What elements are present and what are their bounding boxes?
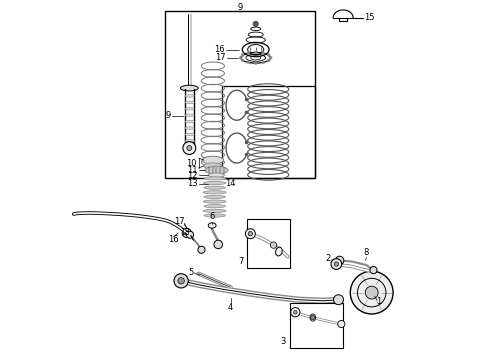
Ellipse shape	[203, 181, 226, 185]
Circle shape	[254, 62, 257, 64]
Ellipse shape	[185, 114, 195, 117]
Circle shape	[311, 315, 315, 320]
Text: 16: 16	[168, 235, 179, 244]
Circle shape	[331, 259, 342, 269]
Circle shape	[241, 54, 244, 57]
Ellipse shape	[204, 177, 225, 180]
Ellipse shape	[205, 166, 228, 174]
Circle shape	[365, 286, 378, 299]
Text: 3: 3	[281, 337, 286, 346]
Text: 15: 15	[364, 13, 374, 22]
Circle shape	[247, 61, 249, 64]
Text: 13: 13	[187, 179, 197, 188]
Ellipse shape	[310, 314, 316, 321]
Circle shape	[185, 231, 189, 235]
Ellipse shape	[208, 223, 216, 228]
Circle shape	[262, 52, 265, 55]
Circle shape	[334, 295, 343, 305]
Circle shape	[270, 242, 277, 248]
Circle shape	[262, 61, 265, 64]
Ellipse shape	[204, 204, 225, 208]
Ellipse shape	[204, 214, 225, 217]
Circle shape	[270, 56, 272, 59]
Text: 10: 10	[186, 158, 197, 167]
Circle shape	[187, 231, 194, 238]
Circle shape	[253, 21, 258, 26]
Text: 8: 8	[364, 248, 369, 257]
Circle shape	[334, 262, 339, 266]
Text: 18: 18	[180, 228, 190, 237]
Circle shape	[239, 56, 242, 59]
Circle shape	[350, 271, 393, 314]
Ellipse shape	[204, 163, 222, 169]
Text: 11: 11	[187, 166, 197, 175]
Ellipse shape	[204, 186, 225, 189]
Circle shape	[370, 266, 377, 274]
Circle shape	[187, 145, 192, 150]
Circle shape	[338, 320, 345, 328]
Ellipse shape	[202, 156, 223, 164]
Circle shape	[183, 141, 196, 154]
Bar	[247, 220, 290, 267]
Bar	[165, 11, 315, 179]
Circle shape	[245, 229, 255, 239]
Circle shape	[182, 228, 192, 238]
Text: 2: 2	[325, 254, 331, 263]
Circle shape	[254, 51, 257, 54]
Ellipse shape	[208, 173, 224, 177]
Circle shape	[198, 246, 205, 253]
Circle shape	[267, 59, 270, 62]
Text: 7: 7	[238, 257, 243, 266]
Text: 16: 16	[215, 45, 225, 54]
Ellipse shape	[185, 127, 195, 129]
Text: 6: 6	[210, 212, 215, 221]
Ellipse shape	[204, 195, 225, 199]
Circle shape	[247, 52, 249, 55]
Text: 4: 4	[228, 303, 233, 312]
Ellipse shape	[203, 209, 226, 212]
Ellipse shape	[185, 133, 195, 136]
Text: 9: 9	[166, 112, 171, 121]
Ellipse shape	[203, 200, 226, 203]
Circle shape	[174, 274, 188, 288]
Circle shape	[294, 310, 297, 314]
Ellipse shape	[203, 191, 226, 194]
Circle shape	[248, 231, 252, 236]
Text: 5: 5	[188, 268, 193, 277]
Ellipse shape	[185, 108, 195, 110]
Circle shape	[267, 54, 270, 57]
Bar	[290, 303, 343, 348]
Circle shape	[214, 240, 222, 249]
Text: 17: 17	[174, 217, 185, 226]
Ellipse shape	[185, 140, 195, 142]
Circle shape	[178, 278, 184, 284]
Circle shape	[241, 59, 244, 62]
Text: 1: 1	[376, 297, 381, 306]
Ellipse shape	[180, 85, 198, 91]
Text: 12: 12	[187, 171, 197, 180]
Ellipse shape	[185, 120, 195, 123]
Text: 14: 14	[225, 179, 236, 188]
Bar	[222, 86, 315, 179]
Ellipse shape	[185, 101, 195, 104]
Text: 17: 17	[215, 53, 226, 62]
Ellipse shape	[185, 95, 195, 97]
Text: 9: 9	[237, 3, 242, 12]
Ellipse shape	[275, 247, 282, 256]
Circle shape	[335, 256, 344, 265]
Circle shape	[291, 307, 300, 317]
